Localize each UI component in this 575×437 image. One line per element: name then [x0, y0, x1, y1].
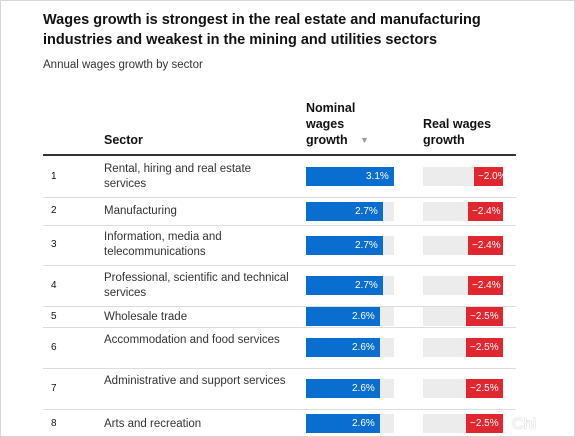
nominal-bar-track: 2.7%	[306, 276, 394, 295]
chart-subtitle: Annual wages growth by sector	[43, 59, 203, 71]
column-header-nominal-line-3: growth	[306, 133, 348, 147]
real-bar-label: −2.5%	[470, 342, 499, 353]
nominal-bar	[306, 307, 380, 326]
real-bar-label: −2.4%	[472, 206, 501, 217]
nominal-bar-track: 2.6%	[306, 379, 394, 398]
column-header-sector[interactable]: Sector	[104, 133, 143, 147]
row-sector: Arts and recreation	[104, 417, 202, 430]
table-row: 8 Arts and recreation 2.6% −2.5%	[43, 409, 516, 436]
real-bar-label: −2.5%	[470, 418, 499, 429]
row-sector: Information, media and telecommunication…	[104, 231, 222, 258]
row-sector: Professional, scientific and technical s…	[104, 272, 289, 299]
nominal-bar-track: 2.6%	[306, 307, 394, 326]
row-sector: Rental, hiring and real estate services	[104, 163, 252, 190]
nominal-bar	[306, 236, 383, 255]
nominal-bar	[306, 338, 380, 357]
real-bar	[466, 338, 503, 357]
real-bar-label: −2.4%	[472, 240, 501, 251]
column-header-nominal-line-2: wages	[306, 117, 345, 131]
row-rank: 5	[51, 311, 57, 322]
row-rank: 4	[51, 280, 57, 291]
watermark: Chi	[511, 416, 536, 433]
real-bar-track: −2.0%	[423, 167, 507, 186]
column-header-nominal-line-1: Nominal	[306, 101, 356, 115]
real-bar-track: −2.4%	[423, 276, 503, 295]
real-bar-track: −2.5%	[423, 338, 503, 357]
real-bar	[468, 276, 503, 295]
nominal-bar-label: 2.6%	[352, 383, 375, 394]
real-bar	[466, 414, 503, 433]
nominal-bar-track: 2.6%	[306, 338, 394, 357]
real-bar-label: −2.0%	[478, 171, 507, 182]
real-bar	[466, 379, 503, 398]
row-rank: 6	[51, 342, 57, 353]
nominal-bar-label: 2.6%	[352, 342, 375, 353]
table-row: 7 Administrative and support services 2.6%…	[43, 368, 516, 410]
nominal-bar-label: 2.6%	[352, 311, 375, 322]
real-bar-label: −2.5%	[470, 311, 499, 322]
table-row: 4 Professional, scientific and technical …	[43, 265, 516, 307]
column-header-nominal[interactable]: Nominal wages growth	[306, 100, 355, 148]
nominal-bar-label: 2.7%	[355, 206, 378, 217]
chart-title: Wages growth is strongest in the real es…	[43, 12, 481, 48]
real-bar-track: −2.4%	[423, 236, 503, 255]
nominal-bar	[306, 379, 380, 398]
row-rank: 1	[51, 171, 57, 182]
row-sector: Administrative and support services	[104, 375, 286, 387]
nominal-bar-track: 3.1%	[306, 167, 394, 186]
real-bar-track: −2.5%	[423, 307, 503, 326]
sort-descending-icon[interactable]: ▼	[360, 135, 369, 145]
real-bar	[468, 202, 503, 221]
real-bar-track: −2.5%	[423, 414, 503, 433]
nominal-bar-label: 2.7%	[355, 240, 378, 251]
real-bar	[466, 307, 503, 326]
row-sector: Manufacturing	[104, 204, 177, 217]
real-bar	[468, 236, 503, 255]
header-rule	[43, 154, 516, 156]
nominal-bar	[306, 167, 394, 186]
nominal-bar-track: 2.6%	[306, 414, 394, 433]
table-row: 2 Manufacturing 2.7% −2.4%	[43, 197, 516, 226]
real-bar-track: −2.4%	[423, 202, 503, 221]
table-row: 3 Information, media and telecommunicatio…	[43, 225, 516, 266]
row-rank: 3	[51, 239, 57, 250]
nominal-bar	[306, 202, 383, 221]
nominal-bar	[306, 276, 383, 295]
table-row: 1 Rental, hiring and real estate services…	[43, 156, 516, 198]
column-header-real-line-1: Real wages	[423, 117, 492, 131]
row-sector: Wholesale trade	[104, 310, 188, 323]
nominal-bar-track: 2.7%	[306, 236, 394, 255]
nominal-bar-label: 3.1%	[366, 171, 389, 182]
row-rank: 2	[51, 205, 57, 216]
column-header-real[interactable]: Real wages growth	[423, 116, 491, 148]
real-bar-track: −2.5%	[423, 379, 503, 398]
row-sector: Accommodation and food services	[104, 334, 280, 346]
real-bar-label: −2.4%	[472, 280, 501, 291]
nominal-bar-label: 2.6%	[352, 418, 375, 429]
real-bar	[474, 167, 503, 186]
row-rank: 8	[51, 418, 57, 429]
row-rank: 7	[51, 383, 57, 394]
column-header-real-line-2: growth	[423, 133, 465, 147]
nominal-bar-track: 2.7%	[306, 202, 394, 221]
real-bar-label: −2.5%	[470, 383, 499, 394]
table-row: 6 Accommodation and food services 2.6% −2.5…	[43, 327, 516, 369]
table-row: 5 Wholesale trade 2.6% −2.5%	[43, 306, 516, 328]
nominal-bar	[306, 414, 380, 433]
nominal-bar-label: 2.7%	[355, 280, 378, 291]
